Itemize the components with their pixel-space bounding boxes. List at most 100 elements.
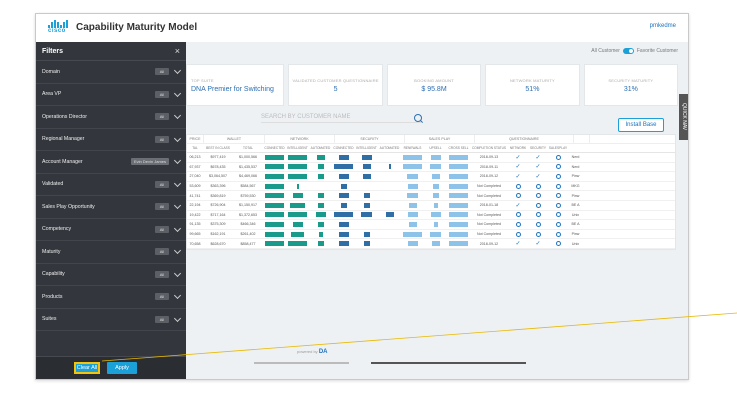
- sales-play-bar-cell: [424, 191, 447, 200]
- sales-play-bar-cell: [447, 163, 470, 172]
- install-base-button[interactable]: Install Base: [618, 118, 664, 132]
- cell: 91,135: [189, 222, 201, 227]
- security-bar-cell: [332, 201, 355, 210]
- column-header[interactable]: CONNECTED: [264, 146, 285, 150]
- table-row[interactable]: 06,213 $977,419 $1,000,566 2018-09-13 ✓ ✓ Nerd: [187, 153, 675, 163]
- sales-play-bar: [407, 193, 418, 199]
- filter-item[interactable]: Capability All: [36, 264, 186, 286]
- network-bar-cell: [286, 191, 309, 200]
- filter-item[interactable]: Maturity All: [36, 241, 186, 264]
- summary-card: SECURITY MATURITY 31%: [583, 64, 679, 106]
- security-bar: [363, 231, 370, 237]
- column-header[interactable]: SECURITY: [529, 146, 547, 150]
- network-bar: [317, 202, 324, 208]
- column-header[interactable]: INTELLIGENT: [356, 146, 377, 150]
- security-bar: [334, 164, 353, 170]
- cell: $162,191: [210, 232, 226, 237]
- sales-play-bar-cell: [447, 201, 470, 210]
- filter-value-badge: All: [155, 315, 169, 323]
- filter-item[interactable]: Account Manager Evin Devin James: [36, 151, 186, 174]
- table-row[interactable]: 91,135 $375,309 $466,346 Not Completed BE A: [187, 220, 675, 230]
- sales-play-bar-cell: [447, 230, 470, 239]
- cell: $3,064,507: [209, 174, 227, 179]
- network-bar: [318, 231, 323, 237]
- circle-icon: [508, 191, 528, 200]
- network-bar: [290, 202, 305, 208]
- sales-play-bar: [430, 154, 441, 160]
- filter-item[interactable]: Regional Manager All: [36, 129, 186, 151]
- table-row[interactable]: 19,422 $717,164 $1,372,653 Not Completed Uni…: [187, 211, 675, 221]
- filter-item[interactable]: Domain All: [36, 61, 186, 84]
- column-header[interactable]: RENEWALS: [403, 146, 422, 150]
- cell: $369,819: [210, 193, 226, 198]
- table-row[interactable]: 41,741 $369,819 $759,530 Not Completed Pinw: [187, 191, 675, 201]
- filter-label: Domain: [42, 68, 60, 75]
- security-bar-cell: [355, 163, 378, 172]
- filter-item[interactable]: Sales Play Opportunity All: [36, 196, 186, 219]
- filter-item[interactable]: Area VP All: [36, 84, 186, 106]
- cell: 70,658: [189, 241, 201, 246]
- apply-button[interactable]: Apply: [107, 362, 137, 374]
- sales-play-bar-cell: [401, 153, 424, 162]
- cell: $375,309: [210, 222, 226, 227]
- summary-card: BOOKING AMOUNT $ 95.8M: [386, 64, 482, 106]
- toggle-switch[interactable]: [622, 48, 634, 54]
- column-header[interactable]: CONNECTED: [333, 146, 354, 150]
- search-input[interactable]: SEARCH BY CUSTOMER NAME: [261, 114, 421, 123]
- filter-item[interactable]: Validated All: [36, 174, 186, 196]
- customer-toggle[interactable]: All Customer Favorite Customer: [591, 48, 678, 54]
- completion-status: Not Completed: [477, 232, 501, 237]
- horizontal-scrollbar[interactable]: [186, 360, 674, 368]
- column-header[interactable]: CROSS SELL: [448, 146, 469, 150]
- network-bar-cell: [286, 230, 309, 239]
- network-bar: [265, 193, 284, 199]
- column-header[interactable]: AUTOMATED: [310, 146, 331, 150]
- column-header[interactable]: TOTAL: [243, 146, 253, 150]
- column-header[interactable]: TAL: [192, 146, 198, 150]
- column-header[interactable]: INTELLIGENT: [287, 146, 308, 150]
- filter-label: Regional Manager: [42, 136, 85, 143]
- table-row[interactable]: 22,194 $726,904 $1,150,917 2018-01-18 ✓ BE A: [187, 201, 675, 211]
- sales-play-bar: [431, 241, 440, 247]
- circle-icon: [528, 182, 548, 191]
- column-header[interactable]: NETWORK: [509, 146, 527, 150]
- network-bar-cell: [286, 182, 309, 191]
- cell: Nerd: [571, 155, 580, 160]
- card-label: SECURITY MATURITY: [608, 77, 654, 83]
- filter-item[interactable]: Competency All: [36, 219, 186, 241]
- column-header[interactable]: UPSELL: [429, 146, 442, 150]
- circle-icon: [528, 230, 548, 239]
- column-header[interactable]: SALESPLAY: [548, 146, 568, 150]
- column-header[interactable]: COMPLETION STATUS: [471, 146, 507, 150]
- table-row[interactable]: 53,609 $363,396 $584,567 Not Completed MKG: [187, 182, 675, 192]
- sales-play-bar: [449, 183, 468, 189]
- network-bar: [288, 212, 307, 218]
- check-icon: ✓: [535, 173, 541, 180]
- cell: 67,937: [189, 164, 201, 169]
- filter-item[interactable]: Suites All: [36, 309, 186, 331]
- search-icon[interactable]: [414, 114, 422, 122]
- table-row[interactable]: 99,665 $162,191 $261,402 Not Completed Pinw: [187, 230, 675, 240]
- cell: MKG: [571, 184, 580, 189]
- table-row[interactable]: 70,658 $628,670 $858,477 2018-09-12 ✓ ✓ Unix: [187, 239, 675, 249]
- sales-play-bar: [449, 231, 468, 237]
- clear-all-button[interactable]: Clear All: [74, 362, 100, 374]
- sales-play-bar-cell: [401, 172, 424, 181]
- completion-status: 2018-09-11: [479, 164, 499, 169]
- quick-nav-tab[interactable]: QUICK NAV: [679, 94, 688, 140]
- group-label: QUESTIONNAIRE: [475, 135, 574, 143]
- check-icon: ✓: [515, 154, 521, 161]
- close-icon[interactable]: ×: [174, 46, 180, 56]
- network-bar-cell: [263, 191, 286, 200]
- user-link[interactable]: pmkedme: [649, 23, 676, 29]
- filters-title: Filters: [42, 47, 64, 55]
- filter-item[interactable]: Products All: [36, 286, 186, 309]
- table-row[interactable]: 27,040 $3,064,507 $4,469,066 2018-09-12 ✓ ✓ Pi…: [187, 172, 675, 182]
- filter-item[interactable]: Operations Director All: [36, 106, 186, 129]
- column-header[interactable]: BEST IN CLASS: [206, 146, 230, 150]
- group-label: SECURITY: [335, 135, 405, 143]
- table-row[interactable]: 67,937 $678,435 $1,435,537 2018-09-11 ✓ ✓ Nerd: [187, 163, 675, 173]
- column-header[interactable]: AUTOMATED: [379, 146, 400, 150]
- network-bar: [296, 183, 299, 189]
- network-bar-cell: [309, 191, 332, 200]
